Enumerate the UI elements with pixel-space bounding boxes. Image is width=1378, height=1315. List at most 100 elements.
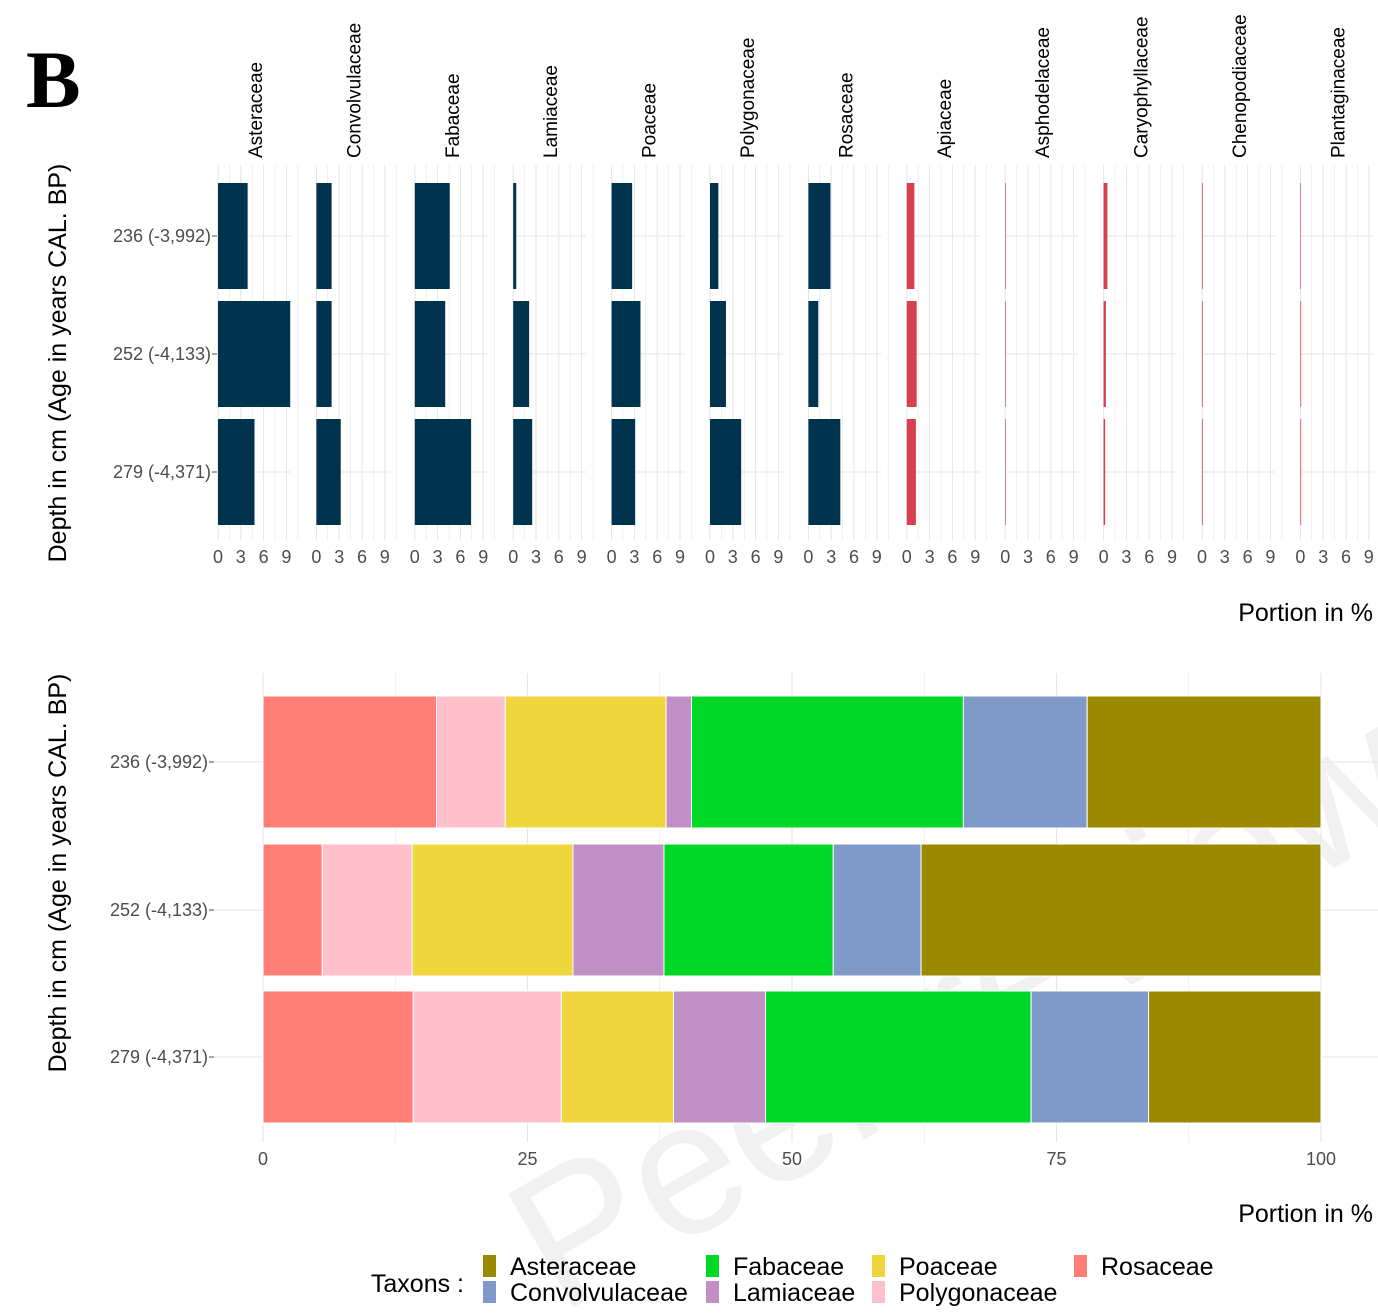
facet-bar-lamiaceae-0: [513, 183, 517, 289]
facet-x-tick-label: 3: [826, 547, 836, 567]
stack-segment-poaceae-2: [560, 990, 675, 1124]
top-row-label: 252 (-4,133): [113, 344, 211, 364]
bottom-x-tick-label: 50: [782, 1149, 802, 1169]
bottom-x-tick-label: 25: [517, 1149, 537, 1169]
bottom-row-label: 236 (-3,992): [110, 752, 208, 772]
facet-x-tick-label: 3: [334, 547, 344, 567]
facet-rosaceae: 0 3 6 9 Rosaceae: [803, 72, 889, 567]
stack-segment-convolvulaceae-1: [832, 843, 922, 977]
legend-label-polygonaceae: Polygonaceae: [899, 1279, 1057, 1307]
stack-segment-convolvulaceae-2: [1030, 990, 1150, 1124]
facet-bar-asteraceae-0: [218, 183, 248, 289]
facet-bar-poaceae-0: [611, 183, 633, 289]
facet-x-tick-label: 6: [1243, 547, 1253, 567]
stack-segment-lamiaceae-0: [665, 695, 692, 829]
facet-bar-asteraceae-1: [218, 301, 291, 407]
bottom-x-axis-title: Portion in %: [1238, 1200, 1373, 1228]
stack-segment-rosaceae-2: [262, 990, 414, 1124]
facet-x-tick-label: 6: [554, 547, 564, 567]
facet-x-tick-label: 0: [213, 547, 223, 567]
facet-bar-apiaceae-2: [906, 419, 916, 525]
facet-x-tick-label: 9: [1167, 547, 1177, 567]
facet-x-tick-label: 6: [751, 547, 761, 567]
facet-x-tick-label: 6: [357, 547, 367, 567]
facet-bar-caryophyllaceae-1: [1103, 301, 1106, 407]
facet-label-polygonaceae: Polygonaceae: [738, 38, 759, 158]
facet-fabaceae: 0 3 6 9 Fabaceae: [410, 73, 495, 567]
stack-segment-fabaceae-1: [663, 843, 834, 977]
legend-swatch-polygonaceae: [872, 1281, 885, 1303]
legend-label-asteraceae: Asteraceae: [510, 1253, 636, 1281]
facet-bar-fabaceae-0: [414, 183, 450, 289]
facet-x-tick-label: 9: [478, 547, 488, 567]
facet-x-tick-label: 0: [311, 547, 321, 567]
top-row-label: 279 (-4,371): [113, 462, 211, 482]
facet-x-tick-label: 6: [652, 547, 662, 567]
facet-x-tick-label: 0: [803, 547, 813, 567]
facet-caryophyllaceae: 0 3 6 9 Caryophyllaceae: [1099, 16, 1184, 567]
facet-x-tick-label: 0: [902, 547, 912, 567]
facet-label-asphodelaceae: Asphodelaceae: [1033, 27, 1054, 158]
facet-bar-polygonaceae-2: [710, 419, 742, 525]
top-row-label: 236 (-3,992): [113, 226, 211, 246]
facet-bar-convolvulaceae-0: [316, 183, 332, 289]
facet-x-tick-label: 6: [849, 547, 859, 567]
facet-bar-asphodelaceae-2: [1005, 419, 1006, 525]
facet-label-chenopodiaceae: Chenopodiaceae: [1230, 14, 1251, 158]
facet-x-tick-label: 6: [1046, 547, 1056, 567]
stack-segment-poaceae-1: [411, 843, 574, 977]
facet-x-tick-label: 0: [607, 547, 617, 567]
facet-bar-chenopodiaceae-1: [1202, 301, 1203, 407]
facet-label-poaceae: Poaceae: [640, 83, 661, 158]
facet-plantaginaceae: 0 3 6 9 Plantaginaceae: [1295, 27, 1374, 567]
facet-x-tick-label: 9: [281, 547, 291, 567]
facet-poaceae: 0 3 6 9 Poaceae: [607, 83, 692, 567]
legend-label-rosaceae: Rosaceae: [1101, 1253, 1214, 1281]
facet-bar-apiaceae-1: [906, 301, 917, 407]
facet-label-caryophyllaceae: Caryophyllaceae: [1132, 16, 1153, 158]
legend-title: Taxons :: [371, 1270, 464, 1298]
panel-label: B: [26, 34, 81, 125]
facet-x-tick-label: 3: [531, 547, 541, 567]
legend-swatch-fabaceae: [706, 1255, 719, 1277]
facet-bar-polygonaceae-1: [710, 301, 726, 407]
facet-x-tick-label: 3: [1121, 547, 1131, 567]
legend-swatch-convolvulaceae: [483, 1281, 496, 1303]
bottom-y-axis-title: Depth in cm (Age in years CAL. BP): [44, 674, 72, 1073]
facet-x-tick-label: 0: [508, 547, 518, 567]
facet-x-tick-label: 3: [629, 547, 639, 567]
bottom-x-tick-label: 100: [1306, 1149, 1336, 1169]
facet-label-rosaceae: Rosaceae: [836, 72, 857, 158]
legend-swatch-rosaceae: [1074, 1255, 1087, 1277]
facet-bar-poaceae-2: [611, 419, 636, 525]
facet-bar-lamiaceae-2: [513, 419, 533, 525]
facet-bar-plantaginaceae-0: [1300, 183, 1301, 289]
facet-label-asteraceae: Asteraceae: [246, 62, 267, 158]
facet-bar-caryophyllaceae-0: [1103, 183, 1108, 289]
legend-swatch-lamiaceae: [706, 1281, 719, 1303]
facet-x-tick-label: 9: [380, 547, 390, 567]
facet-x-tick-label: 0: [1295, 547, 1305, 567]
facet-bar-lamiaceae-1: [513, 301, 530, 407]
facet-bar-plantaginaceae-2: [1300, 419, 1302, 525]
facet-bar-rosaceae-2: [808, 419, 841, 525]
facet-chenopodiaceae: 0 3 6 9 Chenopodiaceae: [1197, 14, 1283, 567]
facet-x-tick-label: 3: [1220, 547, 1230, 567]
facet-label-plantaginaceae: Plantaginaceae: [1328, 27, 1349, 158]
facet-x-tick-label: 9: [675, 547, 685, 567]
facet-bar-rosaceae-0: [808, 183, 831, 289]
stack-segment-poaceae-0: [504, 695, 667, 829]
facet-apiaceae: 0 3 6 9 Apiaceae: [902, 79, 987, 567]
facet-label-fabaceae: Fabaceae: [443, 73, 464, 158]
facet-x-tick-label: 9: [1364, 547, 1374, 567]
facet-x-tick-label: 0: [410, 547, 420, 567]
stack-segment-polygonaceae-2: [412, 990, 562, 1124]
facet-x-tick-label: 0: [1197, 547, 1207, 567]
facet-x-tick-label: 3: [728, 547, 738, 567]
stacked-bar-panel: Depth in cm (Age in years CAL. BP) Porti…: [44, 673, 1378, 1228]
facet-asphodelaceae: 0 3 6 9 Asphodelaceae: [1000, 27, 1086, 567]
facet-bar-plantaginaceae-1: [1300, 301, 1302, 407]
facet-x-tick-label: 0: [1099, 547, 1109, 567]
